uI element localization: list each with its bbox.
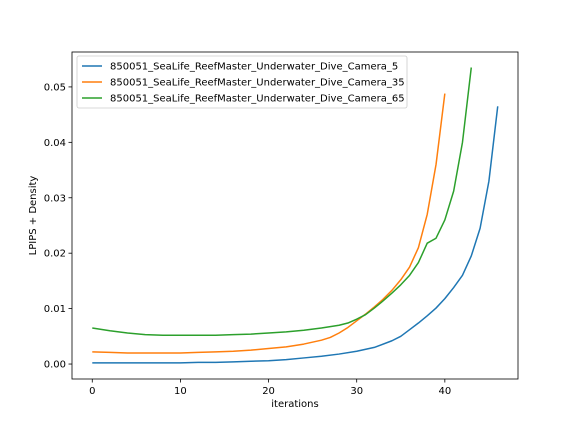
x-axis-ticks: 0 10 20 30 40 (89, 379, 451, 397)
series-line-1 (92, 106, 499, 364)
x-tick-label: 10 (174, 386, 187, 397)
legend-label-2: 850051_SeaLife_ReefMaster_Underwater_Div… (110, 78, 405, 89)
x-tick-label: 20 (262, 386, 275, 397)
legend-box (76, 55, 408, 109)
series-line-3 (92, 67, 473, 336)
series-line-2 (92, 93, 446, 354)
series-layer (92, 67, 499, 364)
x-tick-label: 0 (89, 386, 95, 397)
y-axis-ticks: 0.00 0.01 0.02 0.03 0.04 0.05 (44, 82, 72, 371)
y-tick-label: 0.03 (44, 193, 66, 204)
y-axis-label: LPIPS + Density (28, 176, 39, 256)
y-tick-label: 0.02 (44, 249, 66, 260)
y-tick-label: 0.00 (44, 360, 66, 371)
legend-label-1: 850051_SeaLife_ReefMaster_Underwater_Div… (110, 62, 398, 73)
x-tick-label: 30 (350, 386, 363, 397)
legend: 850051_SeaLife_ReefMaster_Underwater_Div… (76, 55, 408, 109)
axes-frame (71, 51, 519, 380)
y-tick-label: 0.04 (44, 138, 66, 149)
legend-label-3: 850051_SeaLife_ReefMaster_Underwater_Div… (110, 94, 405, 105)
y-tick-label: 0.05 (44, 82, 66, 93)
y-tick-label: 0.01 (44, 304, 66, 315)
x-tick-label: 40 (438, 386, 451, 397)
x-axis-label: iterations (271, 399, 318, 410)
